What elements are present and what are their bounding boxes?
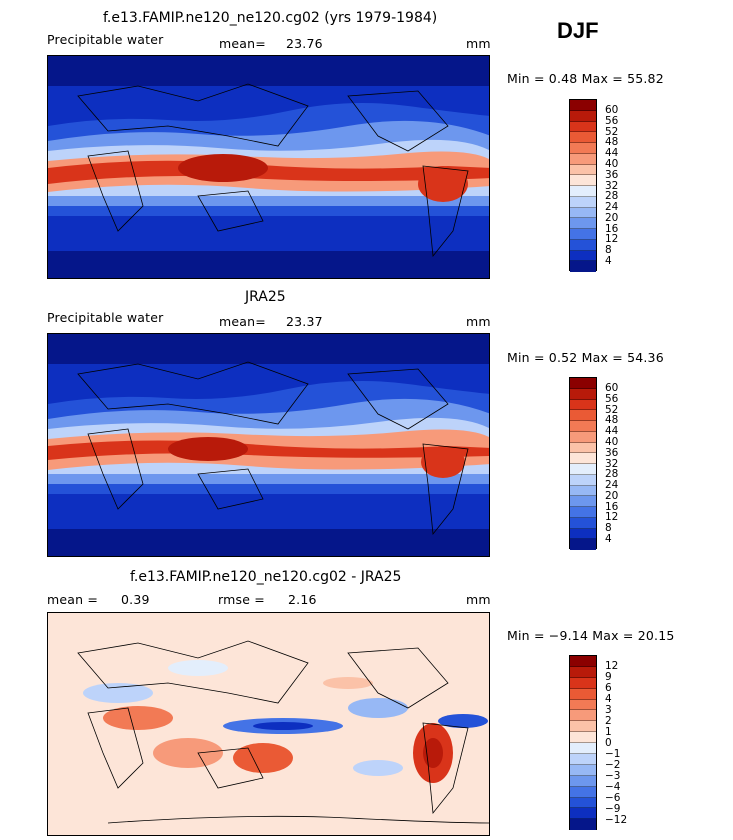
panel1-colorbar-tick: 56 — [605, 115, 619, 127]
panel2-map — [47, 333, 490, 557]
panel1-colorbar-tick: 32 — [605, 180, 619, 192]
panel1-map — [47, 55, 490, 279]
panel3-mean-value: 0.39 — [121, 592, 150, 607]
panel2-colorbar-tick: 4 — [605, 533, 612, 545]
panel2-colorbar-tick: 32 — [605, 458, 619, 470]
panel3-colorbar-tick: −9 — [605, 803, 621, 815]
panel3-colorbar-tick: 1 — [605, 726, 612, 738]
panel1-colorbar-tick: 16 — [605, 223, 619, 235]
panel1-colorbar-tick: 12 — [605, 233, 619, 245]
panel3-rmse-value: 2.16 — [288, 592, 317, 607]
panel2-colorbar-tick: 16 — [605, 501, 619, 513]
panel1-colorbar-tick: 40 — [605, 158, 619, 170]
panel1-variable-label: Precipitable water — [47, 32, 164, 47]
panel3-colorbar-tick: −1 — [605, 748, 621, 760]
panel3-colorbar-tick: 9 — [605, 671, 612, 683]
panel2-colorbar-tick: 8 — [605, 522, 612, 534]
panel2-title: JRA25 — [245, 289, 286, 305]
panel1-units: mm — [466, 36, 491, 51]
panel2-colorbar-tick: 56 — [605, 393, 619, 405]
panel1-colorbar — [569, 99, 597, 272]
panel1-colorbar-tick: 8 — [605, 244, 612, 256]
panel2-minmax: Min = 0.52 Max = 54.36 — [507, 350, 664, 365]
panel1-colorbar-tick: 28 — [605, 190, 619, 202]
panel1-colorbar-tick: 20 — [605, 212, 619, 224]
panel2-colorbar-tick: 44 — [605, 425, 619, 437]
panel1-mean-label: mean= — [219, 36, 266, 51]
panel1-colorbar-tick: 52 — [605, 126, 619, 138]
panel1-colorbar-tick: 4 — [605, 255, 612, 267]
panel1-minmax: Min = 0.48 Max = 55.82 — [507, 71, 664, 86]
panel2-colorbar-tick: 36 — [605, 447, 619, 459]
panel3-title: f.e13.FAMIP.ne120_ne120.cg02 - JRA25 — [130, 569, 402, 585]
panel3-colorbar-tick: 2 — [605, 715, 612, 727]
panel3-colorbar-tick: −6 — [605, 792, 621, 804]
panel1-colorbar-tick: 48 — [605, 136, 619, 148]
panel3-colorbar-tick: 3 — [605, 704, 612, 716]
panel3-colorbar-tick: −4 — [605, 781, 621, 793]
season-label: DJF — [557, 18, 599, 43]
panel1-colorbar-tick: 36 — [605, 169, 619, 181]
panel2-colorbar — [569, 377, 597, 550]
panel3-minmax: Min = −9.14 Max = 20.15 — [507, 628, 675, 643]
panel1-colorbar-tick: 60 — [605, 104, 619, 116]
panel3-colorbar-tick: 12 — [605, 660, 619, 672]
panel2-colorbar-tick: 12 — [605, 511, 619, 523]
panel1-colorbar-tick: 24 — [605, 201, 619, 213]
panel2-units: mm — [466, 314, 491, 329]
panel2-mean-label: mean= — [219, 314, 266, 329]
panel2-colorbar-tick: 48 — [605, 414, 619, 426]
panel3-units: mm — [466, 592, 491, 607]
panel2-mean-value: 23.37 — [286, 314, 323, 329]
panel3-colorbar — [569, 655, 597, 831]
panel3-mean-label: mean = — [47, 592, 99, 607]
panel2-colorbar-tick: 28 — [605, 468, 619, 480]
panel2-colorbar-tick: 52 — [605, 404, 619, 416]
panel2-variable-label: Precipitable water — [47, 310, 164, 325]
panel3-colorbar-tick: 0 — [605, 737, 612, 749]
panel2-colorbar-tick: 60 — [605, 382, 619, 394]
panel1-title: f.e13.FAMIP.ne120_ne120.cg02 (yrs 1979-1… — [103, 10, 438, 26]
panel3-colorbar-tick: −2 — [605, 759, 621, 771]
panel2-colorbar-tick: 20 — [605, 490, 619, 502]
panel2-colorbar-tick: 24 — [605, 479, 619, 491]
panel1-mean-value: 23.76 — [286, 36, 323, 51]
panel3-rmse-label: rmse = — [218, 592, 265, 607]
panel3-colorbar-tick: 4 — [605, 693, 612, 705]
panel3-map — [47, 612, 490, 836]
panel2-colorbar-tick: 40 — [605, 436, 619, 448]
panel3-colorbar-tick: −12 — [605, 814, 628, 826]
panel3-colorbar-tick: 6 — [605, 682, 612, 694]
panel3-colorbar-tick: −3 — [605, 770, 621, 782]
panel1-colorbar-tick: 44 — [605, 147, 619, 159]
